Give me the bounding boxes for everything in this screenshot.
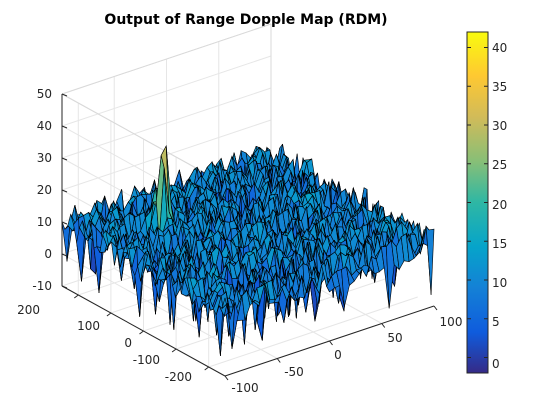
y-tick-mark xyxy=(106,312,112,317)
colorbar-tick-label: 25 xyxy=(492,158,507,172)
chart-title: Output of Range Dopple Map (RDM) xyxy=(104,12,387,28)
x-axis-ticks: -100 -50 0 50 100 xyxy=(231,315,462,395)
y-tick-label: 200 xyxy=(17,303,40,317)
colorbar-tick-label: 30 xyxy=(492,119,507,133)
z-tick-mark xyxy=(61,285,68,289)
z-tick-label: 40 xyxy=(37,119,52,133)
y-tick-mark xyxy=(74,294,79,299)
z-tick-mark xyxy=(61,125,68,129)
colorbar-tick-label: 5 xyxy=(492,315,500,329)
z-tick-mark xyxy=(61,157,68,161)
x-tick-label: 100 xyxy=(440,315,463,329)
surface-face xyxy=(425,225,435,295)
colorbar-tick-label: 10 xyxy=(492,276,507,290)
colorbar-tick-label: 35 xyxy=(492,80,507,94)
z-tick-mark xyxy=(61,221,68,225)
y-tick-mark xyxy=(139,330,144,335)
colorbar: 40 35 30 25 20 15 10 5 0 xyxy=(466,31,507,374)
y-tick-label: 0 xyxy=(124,336,132,350)
y-axis-ticks: 200 100 0 -100 -200 xyxy=(17,303,192,384)
y-tick-label: 100 xyxy=(77,319,100,333)
y-tick-mark xyxy=(204,366,209,371)
y-tick-label: -200 xyxy=(165,370,192,384)
x-tick-label: 50 xyxy=(387,331,402,345)
x-tick-mark xyxy=(433,305,438,311)
y-tick-label: -100 xyxy=(133,353,160,367)
z-tick-label: 0 xyxy=(44,247,52,261)
x-tick-label: -100 xyxy=(231,381,258,395)
z-tick-label: 50 xyxy=(37,87,52,101)
x-tick-mark xyxy=(276,358,281,363)
x-tick-mark xyxy=(381,323,386,328)
z-tick-label: 20 xyxy=(37,183,52,197)
z-tick-label: 10 xyxy=(37,215,52,229)
axes-lines xyxy=(61,93,438,381)
surface-plot xyxy=(61,143,435,356)
box-edge xyxy=(61,23,272,95)
z-tick-label: 30 xyxy=(37,151,52,165)
z-axis-ticks: 50 40 30 20 10 0 -10 xyxy=(32,87,52,293)
x-tick-mark xyxy=(329,340,333,346)
colorbar-tick-label: 40 xyxy=(492,41,507,55)
x-tick-label: 0 xyxy=(334,348,342,362)
colorbar-tick-marks xyxy=(467,47,488,358)
z-tick-mark xyxy=(61,93,68,97)
x-tick-mark xyxy=(224,375,229,381)
z-tick-mark xyxy=(61,253,68,257)
z-tick-mark xyxy=(61,189,68,193)
z-tick-label: -10 xyxy=(32,279,52,293)
y-tick-mark xyxy=(171,348,177,353)
x-tick-label: -50 xyxy=(284,365,304,379)
colorbar-tick-label: 0 xyxy=(492,357,500,371)
colorbar-tick-label: 15 xyxy=(492,237,507,251)
colorbar-tick-label: 20 xyxy=(492,198,507,212)
